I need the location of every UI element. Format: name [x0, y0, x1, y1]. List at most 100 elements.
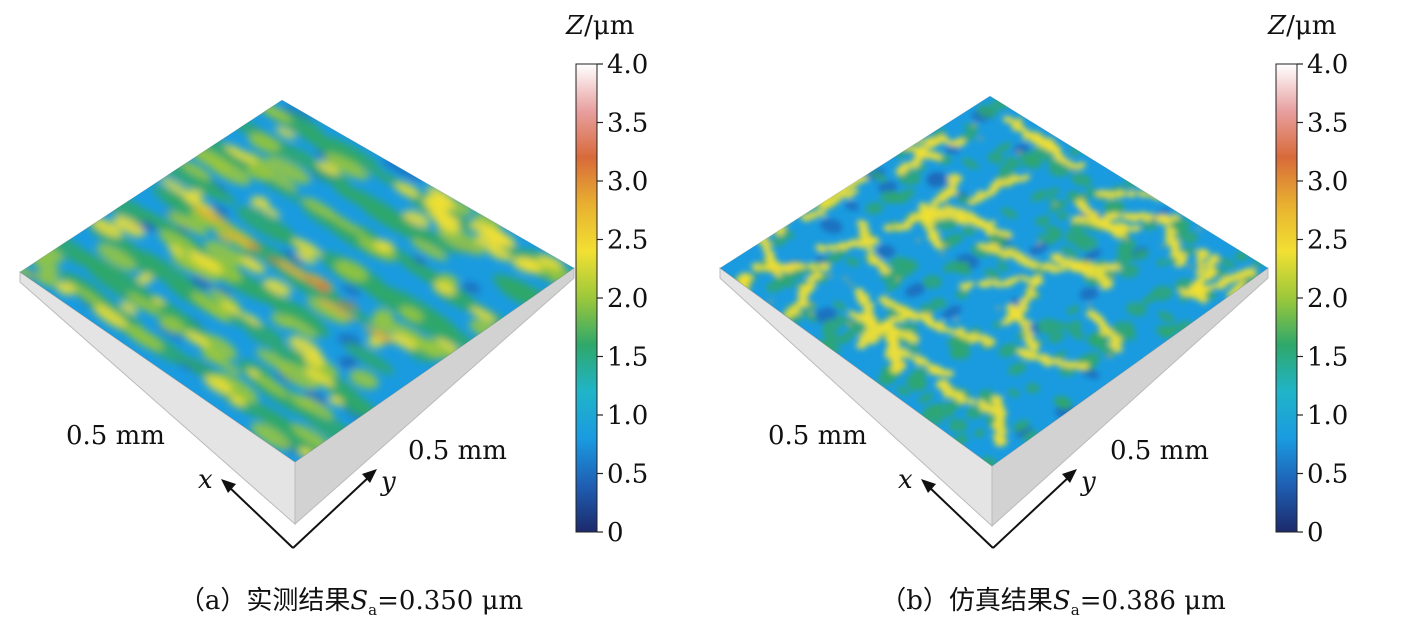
surface-patch: [904, 312, 913, 319]
surface-patch: [282, 315, 318, 339]
panel-b: 0.5 mm 0.5 mm x y Z/μm 4.0 3.5 3.0 2.5 2.0 1.…: [702, 0, 1404, 636]
surface-patch: [260, 205, 281, 218]
surface-patch: [1027, 284, 1033, 288]
surface-patch: [1159, 324, 1178, 338]
surface-patch: [1119, 264, 1139, 278]
surface-patch: [1196, 248, 1210, 258]
surface-patch: [1012, 419, 1030, 432]
surface-patch: [925, 171, 942, 183]
surface-patch: [955, 215, 970, 225]
surface-patch: [796, 291, 809, 301]
surface-patch: [1124, 237, 1129, 240]
surface-patch: [220, 301, 243, 316]
surface-patch: [1087, 304, 1092, 308]
surface-patch: [1126, 190, 1137, 198]
surface-patch: [890, 364, 903, 374]
surface-patch: [423, 194, 450, 211]
surface-map-b: [720, 96, 1268, 466]
surface-patch: [1161, 244, 1166, 248]
surface-patch: [66, 275, 130, 318]
surface-patch: [908, 145, 922, 154]
surface-patch: [1071, 167, 1076, 171]
surface-patch: [90, 217, 123, 238]
surface-patch: [1087, 333, 1109, 348]
surface-patch: [1068, 328, 1086, 340]
colorbar-tick-label: 1.0: [1307, 401, 1348, 431]
colorbar-tick-label: 0: [607, 518, 624, 548]
surface-patch: [316, 161, 341, 176]
surface-patch: [1053, 395, 1072, 409]
surface-patch: [787, 262, 800, 271]
surface-patch: [1000, 248, 1015, 258]
surface-patch: [994, 229, 1006, 237]
surface-patch: [807, 262, 819, 271]
surface-patch: [977, 281, 985, 287]
surface-patch: [20, 261, 36, 280]
surface-patch: [1056, 211, 1069, 220]
surface-patch: [1010, 174, 1022, 183]
surface-patch: [35, 270, 60, 287]
surface-patch: [1016, 304, 1029, 314]
caption-b: （b）仿真结果Sa=0.386 μm: [702, 580, 1404, 619]
surface-patch: [1079, 287, 1099, 301]
colorbar-tick-label: 2.0: [1307, 284, 1348, 314]
surface-patch: [955, 290, 969, 299]
surface-patch: [1142, 213, 1155, 222]
x-arrowhead-b: [921, 479, 936, 493]
surface-patch: [902, 144, 912, 151]
x-axis-label-a: x: [198, 465, 213, 495]
surface-patch: [1079, 195, 1084, 199]
surface-patch: [994, 248, 1004, 255]
surface-patch: [178, 255, 219, 282]
surface-patch: [304, 367, 335, 388]
surface-patch: [1007, 362, 1027, 376]
surface-patch: [307, 297, 349, 325]
surface-patch: [490, 231, 517, 248]
surface-patch: [865, 202, 884, 215]
surface-patch: [905, 134, 919, 143]
surface-patch: [402, 224, 453, 254]
colorbar-tick-label: 3.0: [1307, 167, 1348, 197]
surface-patch: [1022, 327, 1032, 335]
surface-patch: [893, 140, 906, 149]
surface-patch: [1170, 214, 1181, 221]
surface-patch: [992, 321, 1003, 329]
surface-patch: [727, 317, 739, 326]
surface-patch: [1028, 352, 1040, 361]
colorbar-tick-label: 1.5: [1307, 343, 1348, 373]
surface-patch: [1001, 278, 1015, 288]
surface-patch: [877, 373, 895, 386]
surface-patch: [1103, 200, 1125, 215]
surface-patch: [870, 136, 879, 142]
surface-patch: [987, 152, 1004, 164]
surface-patch: [941, 305, 962, 319]
surface-patch: [129, 248, 196, 292]
x-arrowhead-a: [221, 479, 236, 493]
surface-patch: [334, 259, 369, 282]
surface-patch: [771, 235, 788, 247]
surface-patch: [1187, 265, 1192, 269]
surface-patch: [166, 211, 193, 228]
surface-patch: [1109, 275, 1115, 279]
surface-patch: [112, 215, 146, 238]
colorbar-tick-label: 4.0: [607, 50, 648, 80]
surface-patch: [398, 306, 424, 322]
surface-patch: [208, 203, 230, 218]
surface-patch: [1103, 190, 1116, 200]
surface-patch: [906, 334, 920, 344]
surface-patch: [224, 144, 258, 165]
x-extent-label-a: 0.5 mm: [66, 421, 165, 451]
param-subscript-a: a: [368, 601, 378, 620]
surface-patch: [194, 178, 237, 205]
surface-patch: [1070, 262, 1084, 272]
surface-patch: [893, 134, 905, 142]
surface-patch: [344, 342, 395, 375]
surface-patch: [1037, 318, 1060, 335]
surface-patch: [955, 261, 970, 271]
surface-patch: [370, 317, 395, 333]
surface-patch: [959, 332, 970, 340]
x-axis-label-b: x: [898, 465, 913, 495]
surface-patch: [1044, 225, 1063, 238]
surface-patch: [777, 224, 787, 231]
surface-patch: [124, 324, 164, 352]
